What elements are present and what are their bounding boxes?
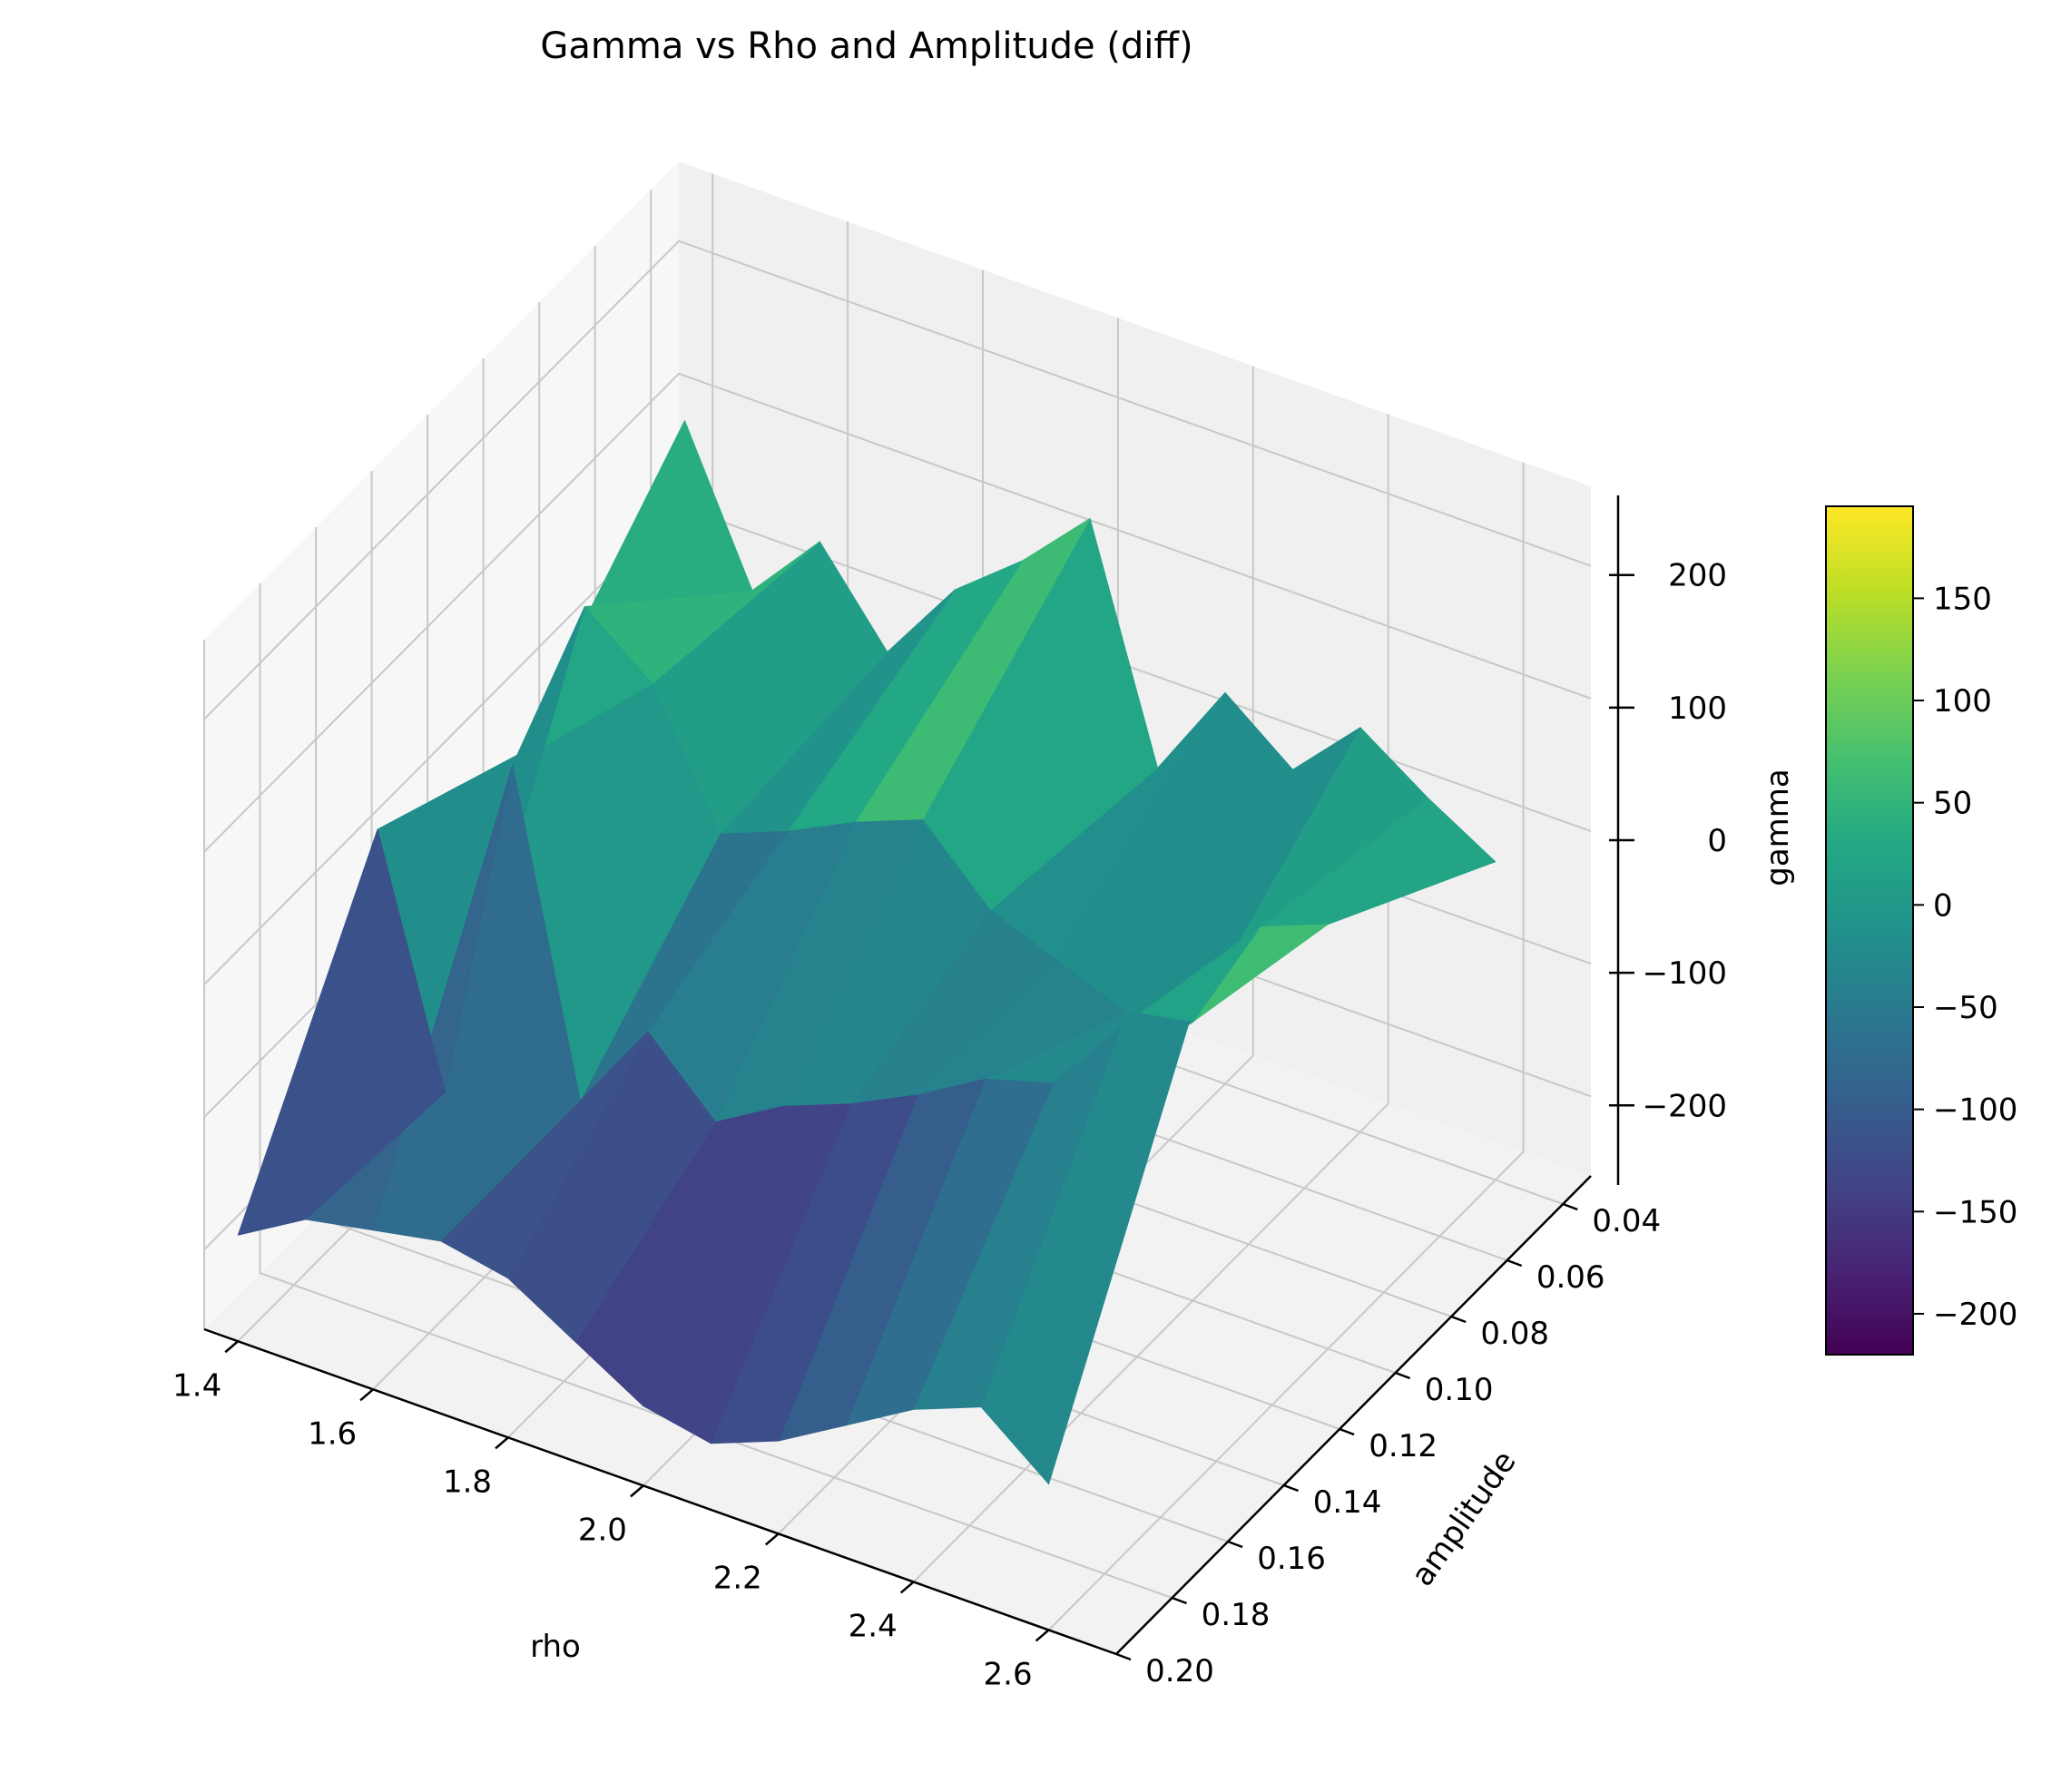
- y-tick-label: 0.06: [1536, 1259, 1605, 1296]
- y-tick-mark: [1172, 1596, 1187, 1605]
- y-tick-mark: [1283, 1484, 1300, 1493]
- colorbar-tick-label: −50: [1933, 990, 1998, 1026]
- x-tick-label: 1.4: [172, 1367, 221, 1404]
- x-tick-label: 1.6: [308, 1415, 357, 1452]
- x-tick-label: 1.8: [443, 1464, 492, 1500]
- z-tick-label: 200: [1668, 558, 1727, 594]
- colorbar-tick-label: 100: [1933, 683, 1992, 720]
- y-tick-mark: [1506, 1258, 1523, 1268]
- y-axis-label: amplitude: [1404, 1444, 1523, 1593]
- y-axis-line: [1115, 1175, 1592, 1655]
- x-tick-mark: [630, 1484, 644, 1498]
- colorbar-tick-label: −200: [1933, 1297, 2017, 1333]
- colorbar-tick-label: 0: [1933, 887, 1953, 924]
- x-tick-mark: [764, 1533, 780, 1546]
- x-tick-label: 2.4: [849, 1608, 898, 1644]
- x-tick-mark: [495, 1436, 509, 1450]
- y-tick-mark: [1339, 1427, 1355, 1436]
- x-tick-label: 2.6: [984, 1656, 1033, 1692]
- colorbar-gradient: [1825, 505, 1914, 1356]
- surface-patch: [237, 828, 446, 1236]
- grid-line-gamma: [203, 240, 1592, 720]
- y-tick-label: 0.08: [1480, 1316, 1549, 1352]
- colorbar-tick-label: −100: [1933, 1092, 2017, 1129]
- y-tick-label: 0.18: [1202, 1597, 1271, 1633]
- x-tick-label: 2.2: [713, 1560, 762, 1596]
- y-axis-ticks: 0.04 0.06 0.08 0.10 0.12 0.14 0.16 0.18 0.20: [1115, 1202, 1661, 1689]
- y-tick-label: 0.12: [1369, 1428, 1438, 1464]
- x-axis-ticks: 1.4 1.6 1.8 2.0 2.2 2.4 2.6: [172, 1340, 1050, 1692]
- z-tick-label: −100: [1643, 955, 1727, 992]
- grid-line-rho: [1047, 462, 1525, 1631]
- grid-line-rho: [912, 414, 1389, 1583]
- x-tick-mark: [359, 1388, 374, 1402]
- colorbar-ticks: 150 100 50 0 −50 −100 −150 −200: [1913, 581, 2017, 1333]
- x-axis-line: [203, 1327, 1117, 1656]
- y-tick-label: 0.10: [1425, 1372, 1494, 1408]
- y-tick-mark: [1562, 1202, 1578, 1211]
- y-tick-label: 0.20: [1145, 1653, 1214, 1689]
- z-tick-label: 0: [1707, 823, 1727, 859]
- x-tick-mark: [224, 1340, 240, 1354]
- colorbar-tick-label: 150: [1933, 581, 1992, 617]
- z-tick-label: 100: [1668, 690, 1727, 727]
- colorbar-tick-label: 50: [1933, 786, 1972, 822]
- x-axis-label: rho: [530, 1629, 581, 1665]
- surface-mesh: [237, 419, 1497, 1485]
- z-tick-label: −200: [1643, 1088, 1727, 1124]
- y-tick-mark: [1395, 1371, 1411, 1380]
- y-tick-mark: [1115, 1652, 1132, 1661]
- z-axis-label: gamma: [1760, 769, 1796, 886]
- colorbar: 150 100 50 0 −50 −100 −150 −200: [1825, 505, 2017, 1356]
- x-tick-mark: [899, 1581, 915, 1594]
- chart-title: Gamma vs Rho and Amplitude (diff): [540, 25, 1192, 67]
- x-tick-label: 2.0: [578, 1512, 627, 1548]
- y-tick-mark: [1450, 1315, 1467, 1324]
- y-tick-label: 0.16: [1257, 1541, 1326, 1577]
- y-tick-label: 0.04: [1592, 1203, 1661, 1239]
- y-tick-label: 0.14: [1313, 1484, 1382, 1521]
- x-tick-mark: [1035, 1629, 1050, 1642]
- z-axis-ticks: 200 100 0 −100 −200: [1609, 558, 1727, 1124]
- colorbar-tick-label: −150: [1933, 1194, 2017, 1230]
- grid-line-amplitude: [259, 583, 1173, 1599]
- y-tick-mark: [1227, 1540, 1243, 1549]
- grid-line-gamma: [203, 372, 1592, 853]
